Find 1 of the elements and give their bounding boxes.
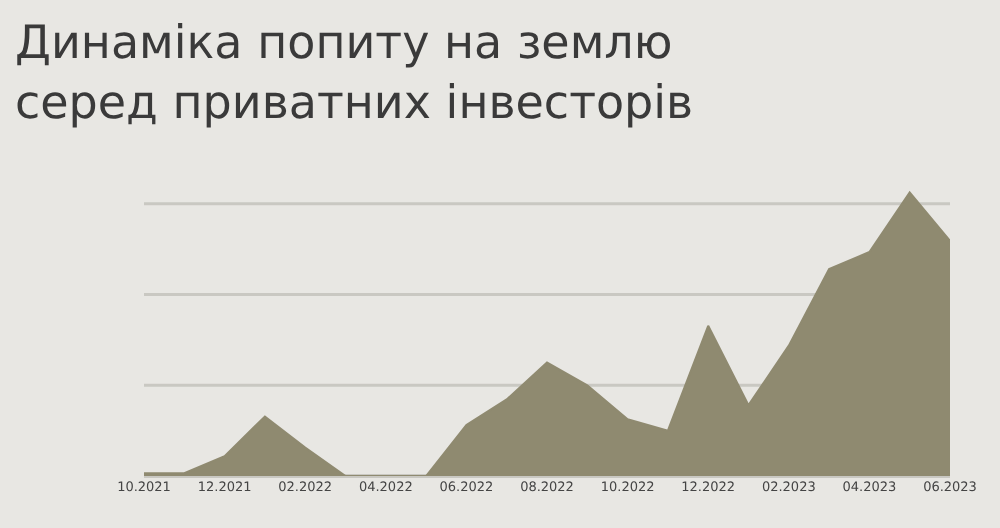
chart-title: Динаміка попиту на землю серед приватних інвесторів: [15, 18, 694, 130]
